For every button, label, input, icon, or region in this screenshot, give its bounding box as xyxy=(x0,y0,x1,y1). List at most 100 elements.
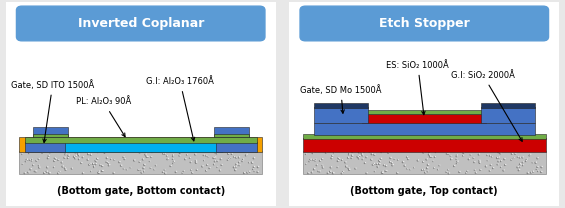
Text: Inverted Coplanar: Inverted Coplanar xyxy=(77,17,204,30)
Point xyxy=(22,158,31,162)
Point xyxy=(198,164,207,168)
Point xyxy=(61,152,70,155)
Point xyxy=(347,156,357,159)
Point xyxy=(494,159,503,163)
Point xyxy=(146,166,155,169)
Point xyxy=(150,167,159,171)
Point xyxy=(384,151,393,155)
Point xyxy=(422,158,431,161)
Point xyxy=(301,153,310,156)
Point xyxy=(401,163,410,167)
Point xyxy=(211,150,220,153)
Point xyxy=(160,168,170,171)
Point xyxy=(60,156,69,159)
Point xyxy=(202,154,211,157)
Point xyxy=(192,162,201,165)
Point xyxy=(444,152,453,155)
Point xyxy=(19,162,28,165)
Point xyxy=(464,158,473,161)
Point xyxy=(159,152,168,155)
Point xyxy=(493,156,502,160)
Point xyxy=(483,159,492,162)
Point xyxy=(91,162,100,166)
Point xyxy=(378,170,387,173)
Point xyxy=(51,156,60,159)
Point xyxy=(51,157,60,161)
Point xyxy=(77,150,86,153)
Point xyxy=(72,154,81,157)
Point xyxy=(308,158,318,162)
Point xyxy=(357,153,366,156)
Point xyxy=(347,150,357,154)
Point xyxy=(318,164,327,167)
Point xyxy=(518,161,527,164)
Point xyxy=(245,161,254,164)
Point xyxy=(94,170,103,173)
Point xyxy=(141,153,150,156)
Point xyxy=(413,159,422,162)
Point xyxy=(321,151,331,155)
Point xyxy=(495,150,504,153)
Point xyxy=(329,151,338,155)
Point xyxy=(538,165,547,168)
Point xyxy=(531,161,540,165)
Point xyxy=(348,154,357,157)
Point xyxy=(144,155,153,159)
Point xyxy=(418,160,427,164)
Point xyxy=(224,152,233,155)
Point xyxy=(168,158,177,161)
Point xyxy=(140,166,149,169)
Point xyxy=(55,170,64,174)
Point xyxy=(188,171,197,174)
Point xyxy=(341,165,350,168)
Point xyxy=(183,153,192,156)
FancyBboxPatch shape xyxy=(300,6,549,41)
Point xyxy=(225,157,234,160)
Point xyxy=(398,161,407,164)
Point xyxy=(206,166,215,169)
Point xyxy=(169,161,178,165)
Point xyxy=(314,169,323,172)
Point xyxy=(98,165,107,168)
Point xyxy=(232,162,241,165)
Point xyxy=(81,150,90,153)
Point xyxy=(484,158,493,162)
Point xyxy=(232,156,241,160)
Point xyxy=(419,150,428,154)
Point xyxy=(452,155,461,158)
Bar xyxy=(216,142,257,152)
Point xyxy=(338,171,347,175)
Point xyxy=(100,151,109,155)
Point xyxy=(308,151,318,154)
Bar xyxy=(314,107,368,123)
Point xyxy=(46,171,55,175)
Point xyxy=(104,161,113,164)
Point xyxy=(523,157,532,161)
Point xyxy=(507,152,516,156)
Point xyxy=(430,166,439,169)
Point xyxy=(394,158,403,161)
Point xyxy=(214,159,223,162)
Point xyxy=(158,171,167,174)
Point xyxy=(54,172,63,175)
Bar xyxy=(24,137,257,143)
Point xyxy=(494,162,503,166)
Point xyxy=(525,153,534,156)
Point xyxy=(50,159,59,162)
Point xyxy=(170,160,179,163)
Point xyxy=(389,163,398,166)
Point xyxy=(46,151,55,154)
Point xyxy=(358,158,367,161)
Point xyxy=(86,153,95,156)
Point xyxy=(453,154,462,157)
Point xyxy=(203,163,212,166)
Point xyxy=(362,172,371,175)
Point xyxy=(527,170,536,174)
Bar xyxy=(19,151,262,174)
Point xyxy=(42,166,51,169)
Point xyxy=(424,169,433,173)
Point xyxy=(393,171,402,174)
Point xyxy=(526,152,535,156)
Point xyxy=(388,164,397,167)
Point xyxy=(425,150,434,153)
